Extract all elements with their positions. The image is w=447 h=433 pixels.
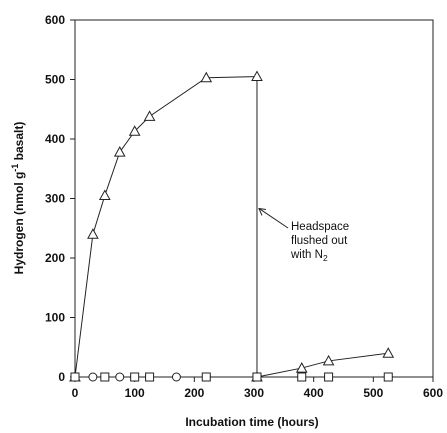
y-axis-title: Hydrogen (nmol g-1 basalt)	[10, 122, 26, 275]
markers-layer	[69, 70, 395, 382]
x-tick-label: 400	[304, 386, 324, 400]
y-tick-label: 0	[58, 370, 65, 384]
square-marker	[383, 372, 393, 382]
triangle-marker	[382, 347, 395, 358]
square-marker	[201, 372, 211, 382]
triangle-series-line	[256, 352, 389, 378]
annotation-arrowhead	[258, 207, 267, 216]
annotation-line: flushed out	[291, 235, 348, 247]
plot-frame	[74, 19, 434, 378]
x-tick-label: 100	[125, 386, 145, 400]
x-tick-label: 500	[363, 386, 383, 400]
square-marker	[130, 372, 140, 382]
square-marker	[100, 372, 110, 382]
y-tick-label: 400	[45, 132, 65, 146]
ticks: 0 100 200 300 400 500 600 0 100 200 300 400 500 600	[45, 13, 443, 400]
x-axis-title: Incubation time (hours)	[185, 415, 318, 429]
triangle-marker	[322, 354, 335, 366]
y-tick-label: 100	[45, 311, 65, 325]
circle-marker	[88, 372, 98, 382]
y-axis-title-tail: basalt)	[12, 122, 26, 164]
square-marker	[252, 372, 262, 382]
circle-marker	[171, 372, 181, 382]
annotation-line: with N2	[290, 249, 328, 263]
x-tick-label: 200	[184, 386, 204, 400]
square-marker	[297, 372, 307, 382]
annotation-subscript: 2	[323, 253, 328, 263]
x-tick-label: 600	[423, 386, 443, 400]
triangle-marker	[128, 125, 141, 136]
triangle-series-line	[74, 76, 257, 378]
triangle-marker	[200, 71, 213, 83]
y-tick-label: 200	[45, 251, 65, 265]
y-axis-title-sup: -1	[10, 164, 20, 172]
square-marker	[324, 372, 334, 382]
y-axis-title-main: Hydrogen (nmol g	[12, 172, 26, 275]
x-tick-label: 0	[72, 386, 79, 400]
triangle-marker	[87, 228, 99, 239]
triangle-marker	[98, 189, 111, 201]
triangle-marker	[113, 146, 126, 157]
x-tick-label: 300	[244, 386, 264, 400]
circle-marker	[115, 372, 125, 382]
y-tick-label: 600	[45, 13, 65, 27]
triangle-marker	[295, 362, 308, 373]
annotation-line: Headspace	[291, 221, 349, 233]
axes	[74, 19, 434, 378]
annotation-layer: Headspace flushed out with N2	[258, 207, 349, 263]
square-marker	[145, 372, 155, 382]
y-tick-label: 300	[45, 192, 65, 206]
triangle-marker	[251, 70, 263, 82]
annotation-arrow	[258, 208, 289, 229]
y-tick-label: 500	[45, 73, 65, 87]
triangle-marker	[143, 110, 156, 121]
square-marker	[70, 372, 80, 382]
